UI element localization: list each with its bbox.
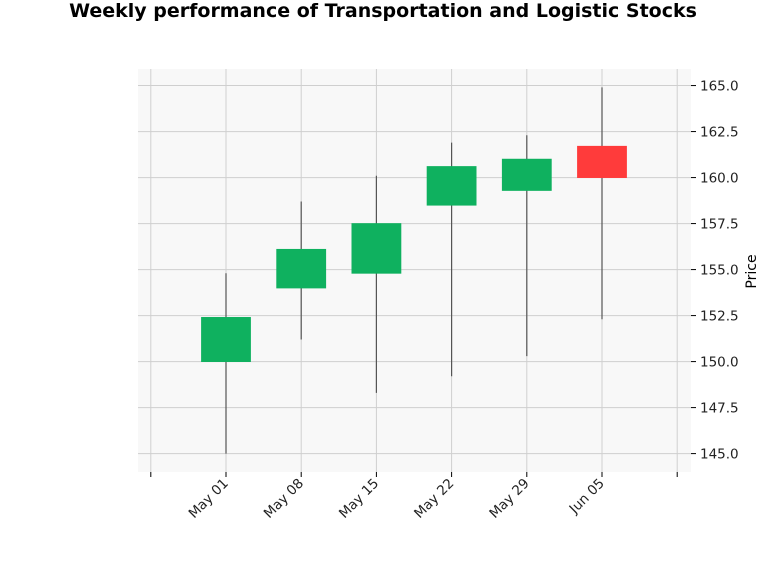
y-tick-label: 147.5 <box>700 401 739 417</box>
y-tick-label: 160.0 <box>700 171 739 187</box>
x-axis: May 01 May 08 May 15 May 22 May 29 Jun 05 <box>150 472 678 522</box>
candle-body <box>501 158 552 191</box>
y-tick-label: 157.5 <box>700 217 739 233</box>
candles <box>201 87 627 454</box>
x-tick-label: May 15 <box>336 476 382 522</box>
candle <box>201 273 251 454</box>
candle-body <box>577 145 627 178</box>
y-axis-label: Price <box>744 254 760 288</box>
y-tick-label: 155.0 <box>700 263 739 279</box>
candle <box>577 87 627 320</box>
candle <box>276 201 327 340</box>
candle <box>501 135 552 357</box>
candle-body <box>201 317 251 362</box>
candle <box>351 175 402 393</box>
chart-title: Weekly performance of Transportation and… <box>69 0 697 22</box>
x-tick-label: May 29 <box>486 476 532 522</box>
y-tick-label: 152.5 <box>700 309 739 325</box>
x-tick-label: May 22 <box>411 476 457 522</box>
x-tick-label: May 01 <box>186 476 232 522</box>
candle-body <box>276 248 327 289</box>
x-tick-label: Jun 05 <box>566 476 608 518</box>
y-axis: 145.0 147.5 150.0 152.5 155.0 157.5 160.0 162.5… <box>691 79 739 463</box>
candle-body <box>351 223 402 274</box>
y-tick-label: 150.0 <box>700 355 739 371</box>
candle <box>426 142 477 377</box>
x-tick-label: May 08 <box>261 476 307 522</box>
candle-body <box>426 166 477 206</box>
y-tick-label: 145.0 <box>700 447 739 463</box>
y-tick-label: 165.0 <box>700 79 739 95</box>
y-tick-label: 162.5 <box>700 125 739 141</box>
plot-area <box>138 69 691 472</box>
